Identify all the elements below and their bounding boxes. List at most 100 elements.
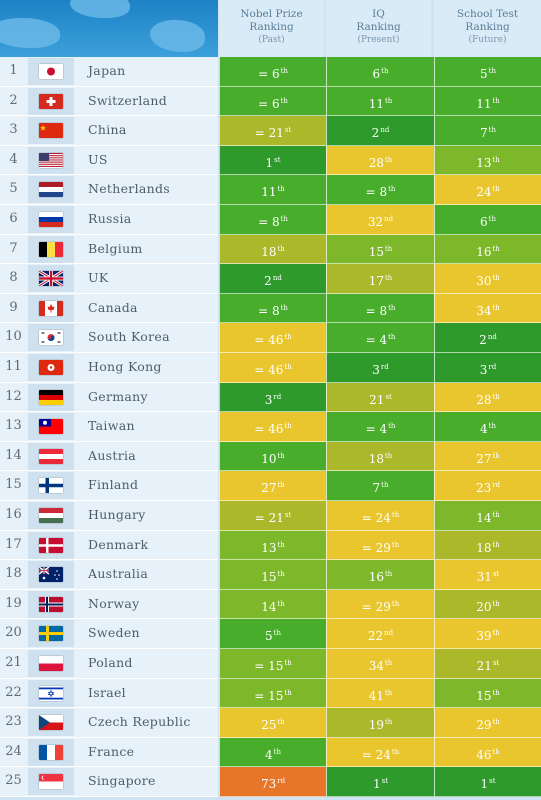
rank-value: 2 — [264, 274, 272, 289]
ordinal-suffix: th — [388, 333, 396, 342]
iq-rank-cell: = 8th — [326, 293, 434, 324]
ordinal-suffix: th — [384, 451, 393, 460]
rank-number: 6 — [9, 211, 18, 226]
norway-flag-icon — [39, 596, 63, 612]
header-school-line1: School Test — [456, 8, 519, 20]
ordinal-suffix: th — [277, 570, 285, 579]
table-row: 1 Japan = 6th 6th 5th — [0, 57, 541, 87]
taiwan-flag-icon — [39, 419, 63, 435]
rank-value: 3 — [479, 363, 488, 377]
ordinal-suffix: st — [381, 777, 389, 786]
rank-number: 23 — [5, 714, 22, 730]
rank-value: 39 — [476, 629, 492, 644]
rank-value: 73 — [260, 777, 277, 792]
rank-value: 6 — [372, 67, 381, 81]
ordinal-suffix: st — [492, 659, 500, 667]
country-name: Japan — [88, 63, 126, 78]
rank-number: 18 — [5, 566, 22, 582]
country-name: Finland — [88, 477, 139, 493]
rank-number: 3 — [9, 122, 18, 138]
ordinal-suffix: th — [492, 303, 500, 312]
rank-value: = 46 — [254, 333, 284, 348]
rank-number: 17 — [5, 536, 22, 552]
nobel-rank-cell: = 21st — [219, 116, 326, 146]
table-row: 16 Hungary = 21st = 24th 14th — [0, 501, 541, 531]
country-name: Netherlands — [88, 181, 170, 197]
country-name: Australia — [88, 566, 149, 582]
country-name: Germany — [88, 388, 148, 404]
ordinal-suffix: th — [277, 451, 285, 460]
table-row: 25 Singapore 73rd 1st 1st — [0, 767, 541, 797]
rank-number: 8 — [9, 270, 18, 286]
country-name: UK — [88, 270, 109, 286]
nobel-rank-cell: 5th — [219, 619, 326, 649]
school-rank-cell: 21st — [434, 649, 541, 679]
ordinal-suffix: th — [384, 155, 393, 164]
school-rank-cell: 16th — [434, 234, 541, 265]
rank-value: 31 — [476, 570, 492, 585]
world-map-banner — [0, 0, 218, 57]
nobel-rank-cell: = 46th — [219, 353, 326, 383]
header-iq-line3: (Present) — [357, 35, 400, 45]
rank-value: 41 — [368, 688, 384, 703]
country-name: China — [88, 122, 127, 138]
nobel-rank-cell: 3rd — [219, 382, 326, 413]
rank-value: 5 — [480, 67, 488, 81]
rank-value: = 6 — [258, 67, 280, 81]
israel-flag-icon — [39, 685, 63, 701]
rank-number: 20 — [5, 625, 22, 641]
rank-value: 7 — [372, 481, 381, 496]
rank-value: = 21 — [254, 511, 284, 525]
ordinal-suffix: th — [388, 185, 396, 194]
rank-value: = 8 — [365, 303, 388, 318]
poland-flag-icon — [39, 656, 63, 671]
ordinal-suffix: th — [284, 688, 292, 697]
school-rank-cell: 18th — [434, 530, 541, 561]
rank-number: 2 — [9, 92, 18, 108]
ordinal-suffix: th — [492, 688, 500, 697]
ordinal-suffix: th — [488, 126, 496, 135]
rank-value: 1 — [480, 777, 489, 792]
nobel-rank-cell: = 15th — [219, 678, 326, 709]
country-name: Israel — [88, 684, 126, 700]
denmark-flag-icon — [39, 537, 63, 553]
table-row: 22 Israel = 15th 41th 15th — [0, 678, 541, 709]
nobel-rank-cell: 2nd — [219, 264, 326, 294]
rank-number: 19 — [5, 595, 22, 611]
rank-value: = 46 — [254, 422, 284, 437]
table-row: 23 Czech Republic 25th 19th 29th — [0, 708, 541, 738]
rank-value: 14 — [261, 599, 277, 614]
iq-rank-cell: 7th — [326, 471, 434, 501]
ordinal-suffix: th — [280, 67, 288, 75]
ordinal-suffix: th — [280, 96, 288, 105]
rank-value: 34 — [368, 659, 384, 673]
ordinal-suffix: th — [488, 67, 496, 75]
rank-value: = 6 — [258, 96, 280, 111]
rank-value: 11 — [261, 185, 277, 200]
rank-number: 5 — [9, 181, 18, 197]
austria-flag-icon — [39, 448, 63, 464]
rank-value: 16 — [368, 570, 384, 585]
ordinal-suffix: nd — [384, 215, 394, 223]
school-rank-cell: 28th — [434, 382, 541, 413]
rank-value: 27 — [476, 451, 492, 466]
nobel-rank-cell: = 8th — [219, 293, 326, 324]
nobel-rank-cell: 10th — [219, 441, 326, 472]
rank-value: 2 — [479, 333, 487, 348]
country-name: Switzerland — [88, 92, 168, 108]
ordinal-suffix: th — [492, 451, 500, 460]
ordinal-suffix: th — [384, 659, 393, 667]
rank-value: = 15 — [254, 688, 284, 703]
iq-rank-cell: 22nd — [326, 619, 434, 649]
iq-rank-cell: 2nd — [326, 116, 434, 146]
ordinal-suffix: th — [492, 96, 500, 105]
sweden-flag-icon — [39, 626, 63, 642]
table-row: 20 Sweden 5th 22nd 39th — [0, 619, 541, 649]
ordinal-suffix: th — [284, 659, 292, 667]
nobel-rank-cell: 14th — [219, 589, 326, 620]
school-rank-cell: 6th — [434, 205, 541, 235]
rank-value: 19 — [368, 718, 384, 733]
nobel-rank-cell: 25th — [219, 708, 326, 738]
ordinal-suffix: th — [492, 747, 500, 756]
ordinal-suffix: th — [284, 422, 292, 431]
